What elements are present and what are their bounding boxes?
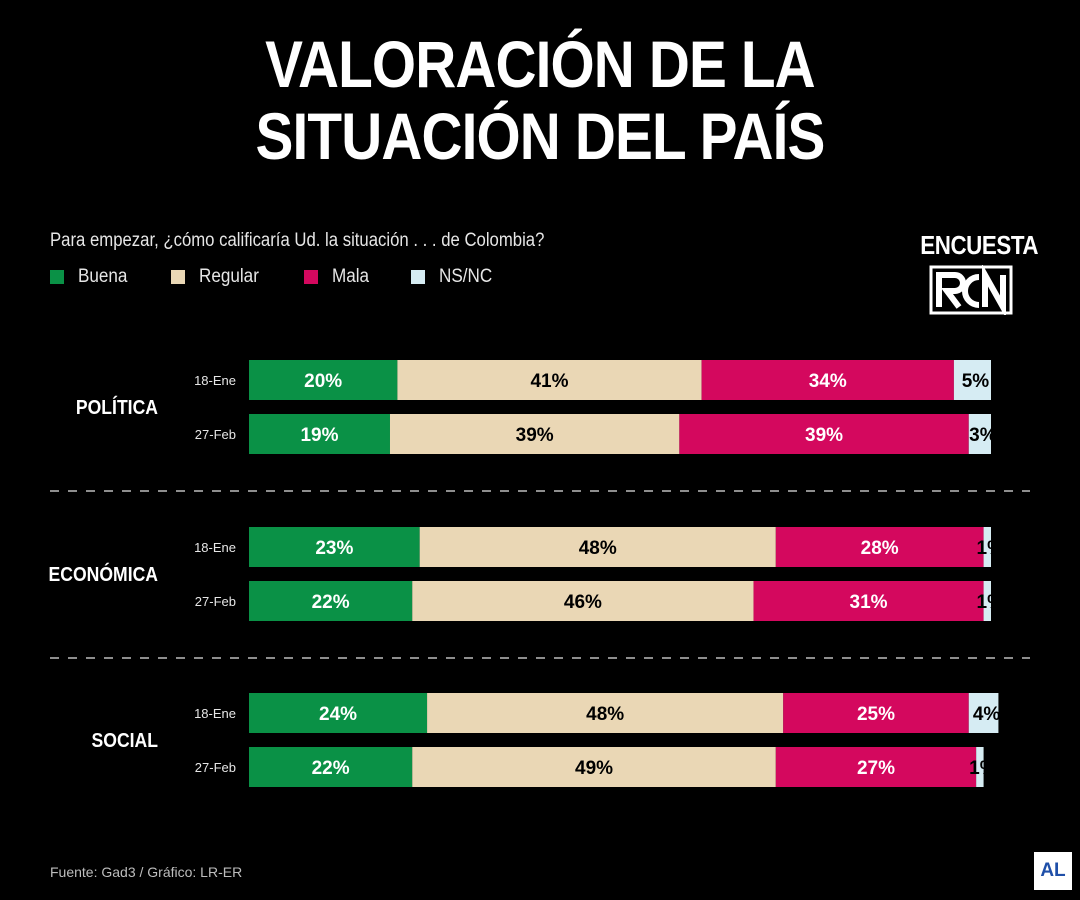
bar-segment-politica-0-nsnc	[953, 360, 991, 400]
bar-segment-social-0-regular	[427, 693, 784, 733]
survey-question: Para empezar, ¿cómo calificaría Ud. la s…	[50, 230, 545, 251]
legend-swatch-buena	[50, 270, 64, 284]
category-label-social: SOCIAL	[92, 729, 158, 751]
bar-segment-politica-0-mala	[701, 360, 954, 400]
legend-swatch-mala	[303, 270, 318, 284]
date-label-social-0: 18-Ene	[194, 706, 236, 721]
legend-label-regular: Regular	[198, 266, 259, 287]
bar-value-label-social-0-buena: 24%	[319, 704, 357, 725]
bar-value-label-economica-1-buena: 22%	[312, 592, 350, 613]
date-label-economica-0: 18-Ene	[194, 540, 236, 555]
bar-segment-politica-1-buena	[249, 414, 390, 454]
date-label-economica-1: 27-Feb	[195, 594, 236, 609]
bar-segment-economica-1-nsnc	[983, 581, 991, 621]
bar-segment-economica-0-regular	[419, 527, 776, 567]
bar-value-label-economica-1-mala: 31%	[850, 592, 888, 613]
bar-value-label-social-0-mala: 25%	[857, 704, 895, 725]
chart-legend: Buena Regular Mala NS/NC	[50, 265, 534, 289]
chart-title-line-2: SITUACIÓN DEL PAÍS	[255, 99, 825, 173]
encuesta-label: ENCUESTA	[920, 230, 1039, 260]
bar-segment-social-0-nsnc	[968, 693, 999, 733]
bar-value-label-social-0-regular: 48%	[586, 704, 624, 725]
chart-title-line-1: VALORACIÓN DE LA	[265, 27, 815, 101]
bar-value-label-politica-0-buena: 20%	[304, 371, 342, 392]
chart-title: VALORACIÓN DE LA SITUACIÓN DEL PAÍS	[76, 28, 1005, 172]
legend-swatch-regular	[170, 270, 185, 284]
bar-value-label-social-1-buena: 22%	[312, 758, 350, 779]
bar-value-label-economica-0-nsnc: 1%	[977, 538, 1005, 559]
bar-segment-social-1-regular	[412, 747, 776, 787]
bar-value-label-social-1-mala: 27%	[857, 758, 895, 779]
legend-item-regular: Regular	[170, 266, 266, 288]
date-label-politica-0: 18-Ene	[194, 373, 236, 388]
bar-value-label-politica-1-regular: 39%	[516, 425, 554, 446]
bar-segment-economica-1-buena	[249, 581, 413, 621]
rcn-logo-icon	[929, 265, 1013, 315]
al-corner-logo: AL	[1034, 852, 1072, 890]
date-label-politica-1: 27-Feb	[195, 427, 236, 442]
bar-value-label-politica-1-nsnc: 3%	[969, 425, 997, 446]
legend-item-mala: Mala	[303, 266, 373, 288]
bar-segment-economica-1-regular	[412, 581, 754, 621]
category-label-politica: POLÍTICA	[76, 396, 158, 418]
bar-segment-politica-0-regular	[397, 360, 702, 400]
bar-segment-social-1-buena	[249, 747, 413, 787]
legend-swatch-nsnc	[410, 270, 425, 284]
bar-value-label-social-0-nsnc: 4%	[973, 704, 1001, 725]
bar-value-label-politica-0-regular: 41%	[530, 371, 568, 392]
bar-segment-social-0-mala	[783, 693, 969, 733]
legend-item-buena: Buena	[50, 266, 133, 288]
bar-value-label-social-1-nsnc: 1%	[969, 758, 997, 779]
legend-label-nsnc: NS/NC	[438, 266, 492, 287]
bar-segment-social-1-mala	[775, 747, 977, 787]
legend-label-buena: Buena	[78, 266, 128, 287]
bar-value-label-politica-1-mala: 39%	[805, 425, 843, 446]
bar-value-label-economica-0-mala: 28%	[861, 538, 899, 559]
bar-segment-economica-0-mala	[775, 527, 984, 567]
date-label-social-1: 27-Feb	[195, 760, 236, 775]
bar-segment-politica-1-nsnc	[968, 414, 991, 454]
bar-segment-politica-0-buena	[249, 360, 398, 400]
bar-value-label-politica-0-nsnc: 5%	[962, 371, 990, 392]
bar-value-label-economica-0-buena: 23%	[315, 538, 353, 559]
source-note: Fuente: Gad3 / Gráfico: LR-ER	[50, 864, 243, 880]
bar-value-label-politica-0-mala: 34%	[809, 371, 847, 392]
bar-segment-social-0-buena	[249, 693, 428, 733]
bar-value-label-economica-1-nsnc: 1%	[977, 592, 1005, 613]
bar-segment-social-1-nsnc	[976, 747, 984, 787]
bar-value-label-politica-1-buena: 19%	[300, 425, 338, 446]
bar-value-label-social-1-regular: 49%	[575, 758, 613, 779]
bar-segment-economica-1-mala	[753, 581, 984, 621]
bar-value-label-economica-1-regular: 46%	[564, 592, 602, 613]
legend-label-mala: Mala	[331, 266, 369, 287]
bar-segment-politica-1-mala	[679, 414, 969, 454]
bar-value-label-economica-0-regular: 48%	[579, 538, 617, 559]
legend-item-nsnc: NS/NC	[410, 266, 498, 288]
bar-segment-politica-1-regular	[389, 414, 680, 454]
bar-segment-economica-0-nsnc	[983, 527, 991, 567]
category-label-economica: ECONÓMICA	[49, 563, 159, 585]
bar-segment-economica-0-buena	[249, 527, 420, 567]
